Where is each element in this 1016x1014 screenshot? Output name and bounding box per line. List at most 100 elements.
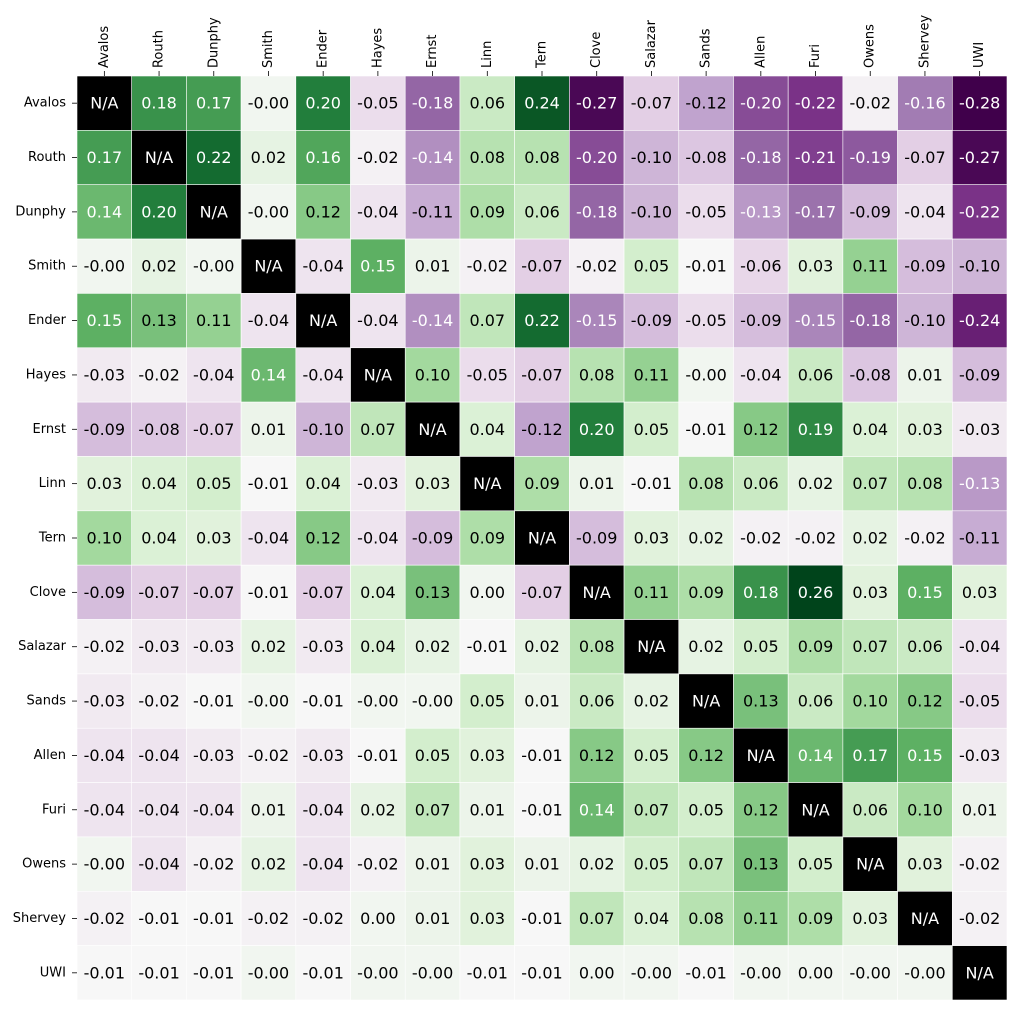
cell-label: 0.02 bbox=[360, 800, 396, 819]
heatmap-cell bbox=[897, 456, 953, 512]
cell-label: -0.03 bbox=[302, 746, 343, 765]
cell-label: -0.01 bbox=[248, 583, 289, 602]
heatmap-cell bbox=[951, 75, 1008, 131]
cell-label: 0.18 bbox=[743, 583, 779, 602]
cell-label: -0.05 bbox=[357, 94, 398, 113]
heatmap-cell bbox=[514, 727, 570, 783]
cell-label: 0.00 bbox=[579, 963, 615, 982]
heatmap-cell bbox=[787, 130, 844, 186]
cell-label: 0.03 bbox=[469, 855, 505, 874]
cell-label: -0.22 bbox=[959, 202, 1000, 221]
cell-label: 0.14 bbox=[579, 800, 615, 819]
heatmap-cell bbox=[131, 75, 187, 131]
cell-label: -0.09 bbox=[631, 311, 672, 330]
cell-label: N/A bbox=[90, 94, 118, 113]
cell-label: -0.07 bbox=[193, 583, 234, 602]
cell-label: N/A bbox=[200, 202, 228, 221]
heatmap-cell bbox=[240, 945, 297, 1001]
cell-label: 0.26 bbox=[798, 583, 834, 602]
cell-label: 0.02 bbox=[251, 855, 287, 874]
y-tick-label: Allen bbox=[34, 748, 66, 763]
heatmap-cell bbox=[951, 782, 1008, 838]
cell-label: -0.02 bbox=[248, 909, 289, 928]
cell-label: 0.12 bbox=[305, 202, 341, 221]
heatmap-cell bbox=[350, 347, 406, 403]
cell-label: -0.03 bbox=[84, 692, 125, 711]
heatmap-cell bbox=[787, 347, 844, 403]
cell-label: 0.13 bbox=[141, 311, 177, 330]
heatmap-cell bbox=[678, 130, 734, 186]
heatmap-cell bbox=[131, 293, 187, 349]
cell-label: 0.12 bbox=[743, 800, 779, 819]
heatmap-cell bbox=[186, 347, 242, 403]
cell-label: -0.22 bbox=[795, 94, 836, 113]
heatmap-cell bbox=[842, 564, 898, 620]
heatmap-cell bbox=[951, 945, 1008, 1001]
cell-label: 0.11 bbox=[743, 909, 779, 928]
cell-label: -0.11 bbox=[959, 529, 1000, 548]
cell-label: -0.01 bbox=[138, 909, 179, 928]
cell-label: -0.18 bbox=[740, 148, 781, 167]
cell-label: -0.02 bbox=[84, 637, 125, 656]
heatmap-cell bbox=[131, 347, 187, 403]
cell-label: 0.06 bbox=[579, 692, 615, 711]
cell-label: -0.09 bbox=[84, 420, 125, 439]
x-tick-label: Dunphy bbox=[206, 17, 221, 68]
y-tick-label: Clove bbox=[30, 585, 66, 600]
cell-label: -0.00 bbox=[248, 963, 289, 982]
y-tick-label: UWI bbox=[40, 965, 66, 980]
heatmap-cell bbox=[76, 836, 133, 892]
cell-label: -0.20 bbox=[740, 94, 781, 113]
cell-label: 0.14 bbox=[87, 202, 123, 221]
heatmap-cell bbox=[733, 238, 789, 294]
heatmap-cell bbox=[569, 510, 625, 566]
heatmap-cell bbox=[295, 130, 351, 186]
heatmap-cell bbox=[459, 836, 515, 892]
cell-label: -0.01 bbox=[193, 909, 234, 928]
cell-label: -0.07 bbox=[138, 583, 179, 602]
cell-label: N/A bbox=[309, 311, 337, 330]
heatmap-cell bbox=[897, 945, 953, 1001]
cell-label: 0.05 bbox=[469, 692, 505, 711]
y-tick-label: Dunphy bbox=[15, 204, 66, 219]
heatmap-cell bbox=[404, 945, 461, 1001]
cell-label: 0.12 bbox=[907, 692, 943, 711]
cell-label: 0.01 bbox=[524, 692, 560, 711]
heatmap-cell bbox=[295, 673, 351, 729]
heatmap-cell bbox=[733, 293, 789, 349]
cell-label: -0.01 bbox=[467, 637, 508, 656]
heatmap-cell bbox=[951, 347, 1008, 403]
x-tick-label: Avalos bbox=[97, 26, 112, 68]
heatmap-cell bbox=[295, 238, 351, 294]
heatmap-cell bbox=[951, 727, 1008, 783]
heatmap-cell bbox=[569, 238, 625, 294]
cell-label: -0.04 bbox=[84, 800, 125, 819]
cell-label: N/A bbox=[801, 800, 829, 819]
heatmap-cell bbox=[842, 456, 898, 512]
cell-label: 0.12 bbox=[579, 746, 615, 765]
heatmap-cell bbox=[240, 347, 297, 403]
heatmap-cell bbox=[131, 673, 187, 729]
cell-label: -0.04 bbox=[357, 202, 398, 221]
heatmap-cell bbox=[678, 673, 734, 729]
cell-label: -0.01 bbox=[521, 746, 562, 765]
cell-label: -0.00 bbox=[248, 692, 289, 711]
cell-label: -0.02 bbox=[576, 257, 617, 276]
heatmap-cell bbox=[131, 782, 187, 838]
heatmap-cell bbox=[186, 130, 242, 186]
cell-label: -0.01 bbox=[631, 474, 672, 493]
heatmap-cell bbox=[76, 673, 133, 729]
heatmap-cell bbox=[842, 238, 898, 294]
cell-label: -0.09 bbox=[740, 311, 781, 330]
cell-label: 0.11 bbox=[196, 311, 232, 330]
cell-label: N/A bbox=[692, 692, 720, 711]
cell-label: N/A bbox=[856, 855, 884, 874]
heatmap-cell bbox=[240, 184, 297, 240]
heatmap-cell bbox=[623, 293, 680, 349]
heatmap-cell bbox=[76, 890, 133, 946]
heatmap-cell bbox=[404, 564, 461, 620]
heatmap-cell bbox=[897, 184, 953, 240]
cell-label: 0.05 bbox=[688, 800, 724, 819]
heatmap-cell bbox=[897, 782, 953, 838]
